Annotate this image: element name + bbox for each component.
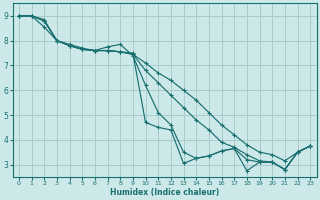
X-axis label: Humidex (Indice chaleur): Humidex (Indice chaleur) bbox=[110, 188, 219, 197]
